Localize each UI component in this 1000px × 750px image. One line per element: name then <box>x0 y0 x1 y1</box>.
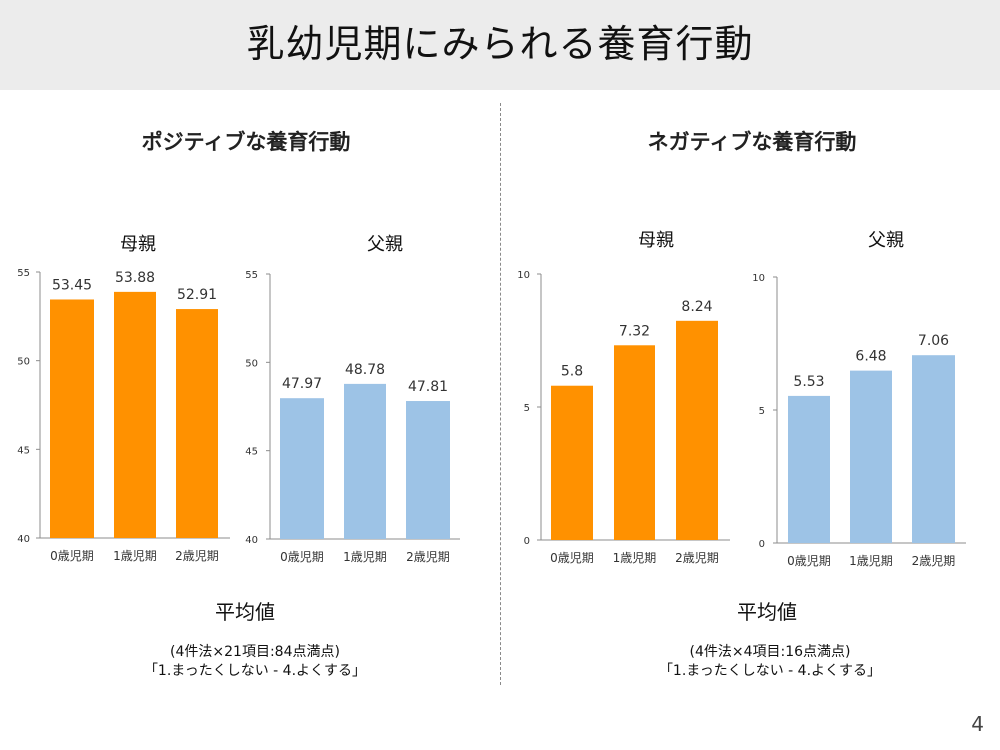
y-tick-label: 45 <box>245 447 258 458</box>
positive-section-title: ポジティブな養育行動 <box>141 130 351 154</box>
x-tick-label: 1歳児期 <box>343 550 387 564</box>
x-tick-label: 1歳児期 <box>849 554 893 568</box>
data-label: 52.91 <box>177 287 217 303</box>
chart-title-positive-mother: 母親 <box>120 234 156 255</box>
x-tick-label: 0歳児期 <box>550 551 594 565</box>
data-label: 47.81 <box>408 379 448 395</box>
y-tick-label: 55 <box>245 270 258 281</box>
y-tick-label: 50 <box>17 357 30 368</box>
bar <box>114 291 156 538</box>
bar <box>912 355 955 543</box>
bar <box>280 398 324 539</box>
negative-section-title: ネガティブな養育行動 <box>647 130 857 154</box>
bar <box>788 395 830 543</box>
data-label: 48.78 <box>345 362 385 378</box>
title-bar: 乳幼児期にみられる養育行動 <box>0 0 1000 90</box>
bar <box>614 345 655 540</box>
y-tick-label: 40 <box>17 534 30 545</box>
data-label: 5.8 <box>561 364 583 380</box>
y-tick-label: 55 <box>17 268 30 279</box>
bar <box>344 383 386 539</box>
x-tick-label: 2歳児期 <box>175 549 219 563</box>
y-tick-label: 45 <box>17 445 30 456</box>
negative-scale-note-2: 「1.まったくしない - 4.よくする」 <box>658 663 882 679</box>
bar <box>50 299 94 538</box>
x-tick-label: 1歳児期 <box>613 551 657 565</box>
data-label: 5.53 <box>793 374 824 390</box>
x-tick-label: 0歳児期 <box>787 554 831 568</box>
data-label: 8.24 <box>681 299 712 315</box>
page-number: 4 <box>971 712 984 736</box>
chart-negative-father: 0 5 10 5.53 0歳児期 6.48 1歳児期 7.06 2歳児期 <box>752 273 966 568</box>
chart-title-positive-father: 父親 <box>367 234 403 255</box>
y-tick-label: 10 <box>517 270 530 281</box>
data-label: 7.06 <box>918 333 949 349</box>
chart-negative-mother: 0 5 10 5.8 0歳児期 7.32 1歳児期 8.24 2歳児期 <box>517 270 730 565</box>
y-tick-label: 50 <box>245 358 258 369</box>
bar <box>406 401 450 539</box>
data-label: 47.97 <box>282 376 322 392</box>
x-tick-label: 2歳児期 <box>675 551 719 565</box>
bar <box>551 385 593 540</box>
page-title: 乳幼児期にみられる養育行動 <box>246 22 754 66</box>
bar <box>676 320 718 540</box>
positive-scale-note-2: 「1.まったくしない - 4.よくする」 <box>143 663 367 679</box>
data-label: 6.48 <box>855 349 886 365</box>
y-tick-label: 10 <box>752 273 765 284</box>
y-tick-label: 0 <box>524 536 530 547</box>
bar <box>176 309 218 538</box>
chart-positive-father: 40 45 50 55 47.97 0歳児期 48.78 1歳児期 47.81 2歳児期 <box>245 270 460 564</box>
chart-title-negative-father: 父親 <box>868 230 904 251</box>
y-tick-label: 40 <box>245 535 258 546</box>
negative-average-label: 平均値 <box>737 600 797 624</box>
data-label: 53.88 <box>115 270 155 286</box>
y-tick-label: 5 <box>759 406 765 417</box>
y-tick-label: 5 <box>524 403 530 414</box>
chart-title-negative-mother: 母親 <box>638 230 674 251</box>
x-tick-label: 2歳児期 <box>406 550 450 564</box>
x-tick-label: 1歳児期 <box>113 549 157 563</box>
data-label: 7.32 <box>619 323 650 339</box>
bar <box>850 370 892 543</box>
x-tick-label: 2歳児期 <box>912 554 956 568</box>
x-tick-label: 0歳児期 <box>280 550 324 564</box>
negative-scale-note-1: (4件法×4項目:16点満点) <box>689 644 851 660</box>
section-divider <box>500 103 501 685</box>
x-tick-label: 0歳児期 <box>50 549 94 563</box>
positive-average-label: 平均値 <box>215 600 275 624</box>
chart-positive-mother: 40 45 50 55 53.45 0歳児期 53.88 1歳児期 52.91 2歳児期 <box>17 268 230 563</box>
y-tick-label: 0 <box>759 539 765 550</box>
data-label: 53.45 <box>52 277 92 293</box>
positive-scale-note-1: (4件法×21項目:84点満点) <box>170 644 340 660</box>
